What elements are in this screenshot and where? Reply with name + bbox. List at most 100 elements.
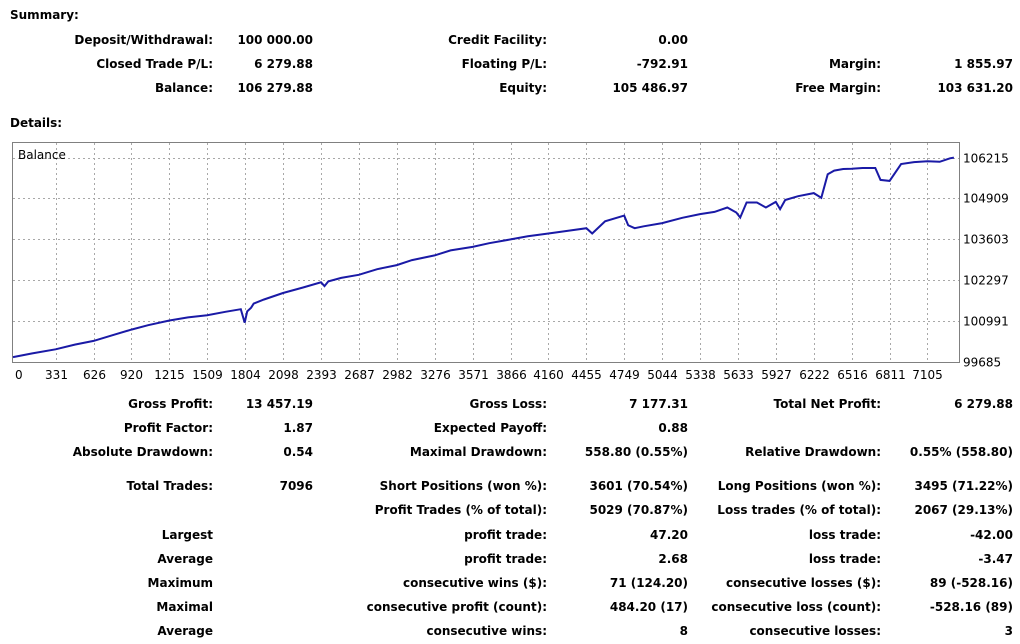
x-tick-label: 2393 (306, 368, 337, 382)
credit-facility-label: Credit Facility: (448, 33, 547, 47)
long-positions-label: Long Positions (won %): (717, 479, 881, 493)
balance-value: 106 279.88 (237, 81, 313, 95)
x-tick-label: 5338 (685, 368, 716, 382)
x-tick-label: 1215 (154, 368, 185, 382)
x-tick-label: 331 (45, 368, 68, 382)
gross-profit-label: Gross Profit: (128, 397, 213, 411)
chart-plot-area (12, 142, 960, 363)
y-tick-label: 102297 (963, 274, 1009, 288)
free-margin-label: Free Margin: (795, 81, 881, 95)
chart-grid (13, 143, 959, 362)
maximal-consecutive-profit-value: 484.20 (17) (609, 600, 688, 614)
y-tick-label: 103603 (963, 233, 1009, 247)
maximal-consecutive-profit-label: consecutive profit (count): (366, 600, 547, 614)
maximal-label: Maximal (156, 600, 213, 614)
x-axis-ticks: 0 331 626 920 1215 1509 1804 2098 2393 2687 2982 32… (15, 368, 943, 382)
maximum-label: Maximum (147, 576, 213, 590)
max-consecutive-losses-label: consecutive losses ($): (725, 576, 881, 590)
loss-trades-value: 2067 (29.13%) (914, 503, 1013, 517)
largest-loss-trade-value: -42.00 (970, 528, 1013, 542)
total-net-profit-value: 6 279.88 (954, 397, 1013, 411)
closed-trade-pl-label: Closed Trade P/L: (96, 57, 213, 71)
x-tick-label: 5044 (647, 368, 678, 382)
equity-label: Equity: (499, 81, 547, 95)
equity-value: 105 486.97 (612, 81, 688, 95)
long-positions-value: 3495 (71.22%) (914, 479, 1013, 493)
x-tick-label: 6222 (799, 368, 830, 382)
average-consecutive-label: Average (157, 624, 213, 638)
margin-label: Margin: (828, 57, 881, 71)
short-positions-label: Short Positions (won %): (379, 479, 547, 493)
y-tick-label: 104909 (963, 192, 1009, 206)
average-profit-trade-label: profit trade: (464, 552, 547, 566)
largest-loss-trade-label: loss trade: (808, 528, 881, 542)
profit-factor-label: Profit Factor: (123, 421, 213, 435)
maximal-consecutive-loss-value: -528.16 (89) (929, 600, 1013, 614)
x-tick-label: 4160 (533, 368, 564, 382)
largest-profit-trade-value: 47.20 (650, 528, 688, 542)
average-profit-trade-value: 2.68 (658, 552, 688, 566)
total-net-profit-label: Total Net Profit: (773, 397, 881, 411)
x-tick-label: 0 (15, 368, 23, 382)
expected-payoff-label: Expected Payoff: (433, 421, 547, 435)
closed-trade-pl-value: 6 279.88 (254, 57, 313, 71)
total-trades-label: Total Trades: (126, 479, 213, 493)
max-consecutive-wins-label: consecutive wins ($): (402, 576, 547, 590)
expected-payoff-value: 0.88 (658, 421, 688, 435)
y-tick-label: 99685 (963, 356, 1001, 370)
maximal-drawdown-value: 558.80 (0.55%) (584, 445, 688, 459)
profit-trades-value: 5029 (70.87%) (589, 503, 688, 517)
average-loss-trade-value: -3.47 (978, 552, 1013, 566)
profit-factor-value: 1.87 (283, 421, 313, 435)
gross-profit-value: 13 457.19 (245, 397, 313, 411)
x-tick-label: 2982 (382, 368, 413, 382)
y-tick-label: 100991 (963, 315, 1009, 329)
free-margin-value: 103 631.20 (937, 81, 1013, 95)
average-label: Average (157, 552, 213, 566)
x-tick-label: 3571 (458, 368, 489, 382)
average-consecutive-wins-label: consecutive wins: (426, 624, 547, 638)
average-consecutive-losses-label: consecutive losses: (749, 624, 881, 638)
relative-drawdown-value: 0.55% (558.80) (909, 445, 1013, 459)
balance-label: Balance: (154, 81, 213, 95)
largest-profit-trade-label: profit trade: (464, 528, 547, 542)
chart-title: Balance (18, 148, 66, 162)
x-tick-label: 5633 (723, 368, 754, 382)
absolute-drawdown-label: Absolute Drawdown: (72, 445, 213, 459)
x-tick-label: 5927 (761, 368, 792, 382)
balance-series-line (12, 156, 955, 359)
x-tick-label: 3276 (420, 368, 451, 382)
relative-drawdown-label: Relative Drawdown: (745, 445, 881, 459)
details-heading: Details: (10, 116, 63, 130)
x-tick-label: 4749 (609, 368, 640, 382)
gross-loss-value: 7 177.31 (629, 397, 688, 411)
balance-chart: 106215 104909 103603 102297 100991 99685 0 331… (12, 142, 1009, 382)
x-tick-label: 3866 (496, 368, 527, 382)
deposit-withdrawal-value: 100 000.00 (237, 33, 313, 47)
x-tick-label: 2098 (268, 368, 299, 382)
x-tick-label: 7105 (912, 368, 943, 382)
credit-facility-value: 0.00 (658, 33, 688, 47)
x-tick-label: 2687 (344, 368, 375, 382)
total-trades-value: 7096 (279, 479, 313, 493)
x-tick-label: 920 (120, 368, 143, 382)
x-tick-label: 1804 (230, 368, 261, 382)
maximal-drawdown-label: Maximal Drawdown: (409, 445, 547, 459)
loss-trades-label: Loss trades (% of total): (717, 503, 881, 517)
absolute-drawdown-value: 0.54 (283, 445, 313, 459)
deposit-withdrawal-label: Deposit/Withdrawal: (74, 33, 213, 47)
y-tick-label: 106215 (963, 152, 1009, 166)
average-loss-trade-label: loss trade: (808, 552, 881, 566)
short-positions-value: 3601 (70.54%) (589, 479, 688, 493)
average-consecutive-losses-value: 3 (1004, 624, 1013, 638)
largest-label: Largest (161, 528, 213, 542)
floating-pl-value: -792.91 (636, 57, 688, 71)
y-axis-ticks: 106215 104909 103603 102297 100991 99685 (963, 152, 1009, 370)
gross-loss-label: Gross Loss: (469, 397, 547, 411)
summary-heading: Summary: (10, 8, 79, 22)
margin-value: 1 855.97 (954, 57, 1013, 71)
max-consecutive-wins-value: 71 (124.20) (609, 576, 688, 590)
floating-pl-label: Floating P/L: (461, 57, 547, 71)
x-tick-label: 626 (83, 368, 106, 382)
x-tick-label: 1509 (192, 368, 223, 382)
